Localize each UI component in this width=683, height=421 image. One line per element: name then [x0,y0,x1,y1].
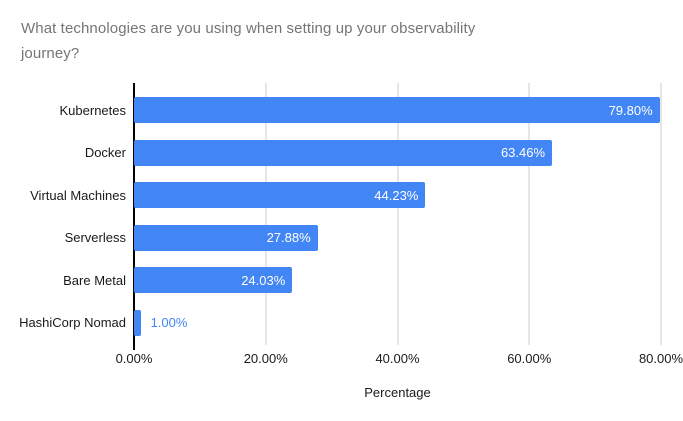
bar [134,309,141,336]
gridline [528,83,530,345]
chart-title: What technologies are you using when set… [21,20,476,62]
bar-band: 63.46% [134,132,661,175]
plot-area: 79.80% 63.46% 44.23% 27.88% 24.03% 1.00% [133,83,662,350]
value-label: 24.03% [241,272,286,288]
category-label: Serverless [64,230,126,246]
y-axis-line [133,83,135,350]
category-label: Bare Metal [63,272,126,288]
value-label: 79.80% [608,102,653,118]
category-label: Kubernetes [59,102,127,118]
bar: 63.46% [134,139,553,166]
category-label: HashiCorp Nomad [19,315,126,331]
x-tick-label: 20.00% [243,351,288,366]
bar-band: 27.88% [134,217,661,260]
category-labels: Kubernetes Docker Virtual Machines Serverle… [0,89,126,344]
x-tick-label: 80.00% [638,351,683,366]
bar: 27.88% [134,224,318,251]
bars: 79.80% 63.46% 44.23% 27.88% 24.03% 1.00% [134,89,661,344]
category-label: Virtual Machines [30,187,126,203]
bar-band: 24.03% [134,259,661,302]
category-label: Docker [84,145,126,161]
gridline [660,83,662,345]
value-label: 1.00% [150,315,188,331]
x-tick-label: 40.00% [375,351,420,366]
value-label: 63.46% [500,145,546,161]
bar: 79.80% [134,97,660,124]
value-label: 27.88% [266,230,311,246]
value-label: 44.23% [374,187,419,203]
x-axis-tick-labels: 0.00% 20.00% 40.00% 60.00% 80.00% [116,351,683,367]
bar-band: 44.23% [134,174,661,217]
bar-band: 1.00% [134,302,661,345]
bar: 44.23% [134,182,426,209]
gridline [265,83,267,345]
x-axis-title: Percentage [364,385,431,400]
x-tick-label: 0.00% [115,351,153,366]
gridline [397,83,398,345]
bar-band: 79.80% [134,89,661,132]
x-tick-label: 60.00% [507,351,552,366]
bar: 24.03% [134,267,293,294]
